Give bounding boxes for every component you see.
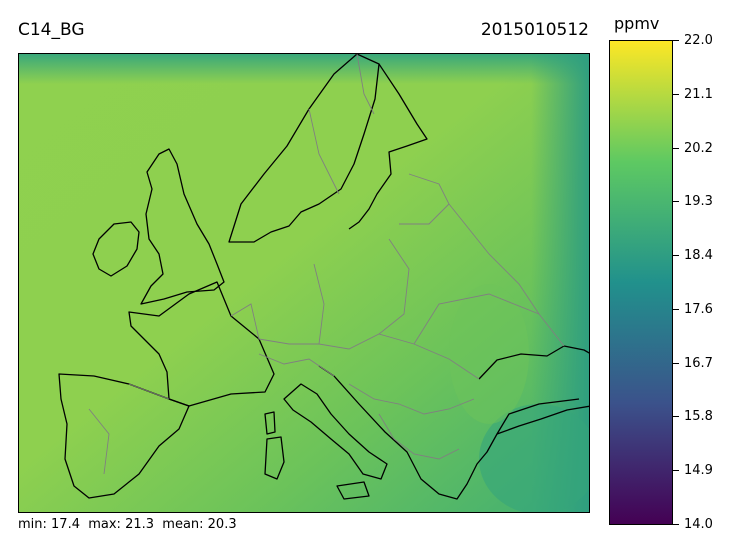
colorbar-tick (673, 416, 679, 418)
colorbar-tick-label: 22.0 (684, 33, 713, 48)
border-pyrenees (128, 383, 170, 400)
border-central (258, 333, 480, 380)
coastlines (58, 54, 589, 500)
coast-sicily (336, 481, 370, 500)
mid-value-patch (449, 284, 529, 424)
border-eastern (448, 203, 565, 347)
colorbar-tick (673, 362, 679, 364)
colorbar-tick (673, 40, 679, 41)
colorbar-tick-label: 14.9 (684, 463, 713, 479)
coast-corsica (264, 411, 276, 435)
coast-sardinia (264, 436, 285, 480)
colorbar-tick-label: 17.6 (684, 301, 713, 317)
colorbar-tick (673, 470, 679, 472)
colorbar-tick (673, 147, 679, 149)
coast-scandinavia (228, 54, 380, 243)
coast-italy (283, 383, 388, 480)
colorbar-tick (673, 308, 679, 310)
colorbar-tick (673, 524, 679, 525)
border-alps (258, 353, 335, 377)
border-ukraine (413, 293, 540, 345)
colorbar-tick-label: 16.7 (684, 355, 713, 371)
coast-black-sea (478, 345, 589, 435)
country-borders (88, 54, 565, 475)
map-timestamp: 2015010512 (480, 20, 589, 40)
border-scandinavia (308, 54, 375, 195)
north-edge-band (19, 54, 589, 84)
coast-france (128, 281, 275, 407)
map-title: C14_BG (18, 20, 85, 40)
border-balkan-2 (378, 413, 460, 460)
colorbar-tick (673, 255, 679, 257)
colorbar-unit: ppmv (614, 14, 660, 33)
border-balkan-1 (348, 383, 475, 415)
colorbar-tick (673, 201, 679, 203)
colorbar-tick-label: 21.1 (684, 86, 713, 102)
coast-baltic-finland (348, 63, 428, 230)
border-poland-east (378, 238, 410, 335)
colorbar (609, 40, 673, 525)
colorbar-tick-label: 19.3 (684, 194, 713, 210)
stats-summary: min: 17.4 max: 21.3 mean: 20.3 (18, 517, 237, 532)
border-germany-poland (313, 263, 325, 345)
colorbar-tick-label: 15.8 (684, 409, 713, 425)
coast-ireland (92, 221, 140, 277)
colorbar-tick (673, 93, 679, 95)
border-iberia (88, 408, 110, 475)
map-panel (18, 53, 590, 513)
colorbar-tick-label: 14.0 (684, 517, 713, 532)
colorbar-tick-label: 18.4 (684, 248, 713, 264)
border-france-germany (230, 303, 260, 340)
coast-balkans (318, 365, 580, 500)
colorbar-tick-label: 20.2 (684, 140, 713, 156)
map-plot (19, 54, 589, 512)
coast-great-britain (140, 148, 225, 305)
